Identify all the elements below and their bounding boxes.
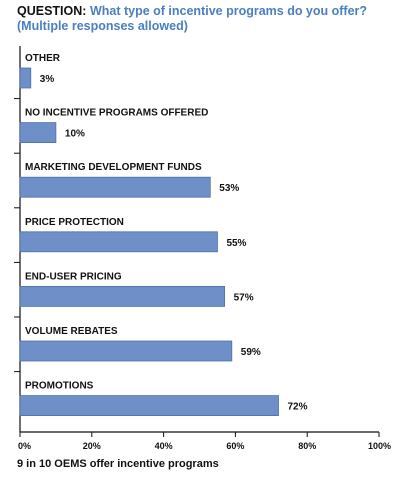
category-label: MARKETING DEVELOPMENT FUNDS [25, 162, 202, 173]
bar-value-label: 59% [241, 347, 261, 358]
question-prefix: QUESTION: [17, 4, 87, 18]
bar [19, 285, 226, 307]
bar-value-label: 3% [40, 74, 55, 85]
x-tick-label: 20% [83, 441, 101, 451]
bar-value-label: 55% [226, 238, 246, 249]
bar [19, 122, 57, 143]
category-label: PROMOTIONS [25, 381, 94, 392]
bar [19, 176, 211, 198]
x-tick-label: 60% [226, 441, 244, 451]
x-tick-label: 100% [368, 441, 391, 451]
x-tick-label: 80% [298, 441, 316, 451]
bar [19, 231, 218, 253]
x-tick-label: 40% [155, 441, 173, 451]
question-note: (Multiple responses allowed) [17, 19, 188, 33]
bar [19, 67, 32, 89]
bar-value-label: 57% [234, 292, 254, 303]
bar-value-label: 10% [65, 129, 85, 140]
category-label: PRICE PROTECTION [25, 217, 124, 228]
category-label: NO INCENTIVE PROGRAMS OFFERED [25, 108, 208, 119]
footnote: 9 in 10 OEMS offer incentive programs [17, 458, 219, 470]
bar [19, 395, 279, 417]
question-text: What type of incentive programs do you o… [89, 4, 368, 18]
bar [19, 340, 233, 362]
chart-title: QUESTION: What type of incentive program… [17, 4, 392, 34]
category-label: OTHER [25, 53, 61, 64]
bar-value-label: 53% [219, 183, 239, 194]
category-label: VOLUME REBATES [25, 326, 118, 337]
category-label: END-USER PRICING [25, 271, 122, 282]
x-tick-label: 0% [18, 441, 31, 451]
bar-value-label: 72% [287, 402, 307, 413]
